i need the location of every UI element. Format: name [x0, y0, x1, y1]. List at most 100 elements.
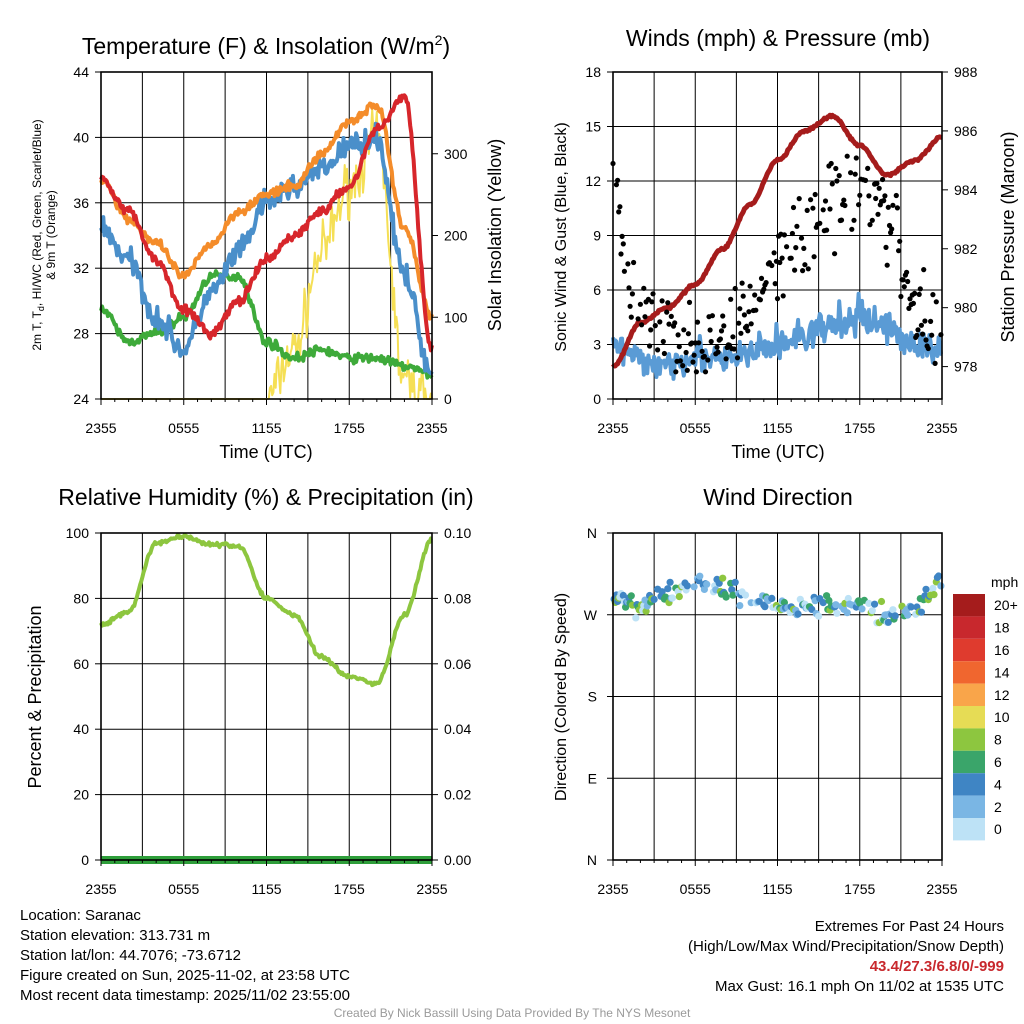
gust-point — [708, 338, 714, 345]
gust-point — [881, 198, 887, 204]
gust-point — [723, 356, 729, 362]
gust-point — [639, 322, 645, 328]
gust-point — [907, 296, 913, 302]
gust-point — [853, 155, 859, 161]
y-tick-label: 15 — [585, 119, 601, 135]
colorbar-swatch — [953, 706, 985, 729]
direction-point — [668, 594, 677, 602]
gust-point — [915, 327, 921, 333]
direction-point — [658, 588, 666, 596]
gust-point — [867, 222, 873, 228]
gust-point — [801, 245, 807, 251]
gust-point — [774, 296, 781, 302]
gust-point — [856, 202, 862, 208]
y-tick-label: 20 — [73, 787, 89, 803]
temperature-title: Temperature (F) & Insolation (W/m2) — [82, 32, 450, 59]
x-tick-label: 2355 — [597, 881, 628, 897]
direction-tick-label: W — [584, 607, 598, 623]
direction-point — [683, 582, 691, 590]
gust-point — [822, 198, 829, 204]
gust-point — [810, 205, 816, 211]
gust-point — [761, 286, 767, 292]
y2-tick-label: 0.08 — [444, 590, 471, 606]
gust-point — [910, 300, 917, 306]
credit-line: Created By Nick Bassill Using Data Provi… — [333, 1006, 691, 1020]
gust-point — [884, 262, 890, 268]
gust-point — [661, 350, 668, 357]
temperature-y-label-line1: 2m T, Td, HI/WC (Red, Green, Scarlet/Blu… — [30, 119, 46, 350]
y2-tick-label: 980 — [954, 300, 978, 316]
y2-tick-label: 0.06 — [444, 656, 471, 672]
gust-point — [676, 344, 682, 350]
colorbar-label: 16 — [994, 642, 1010, 658]
y-tick-label: 0 — [593, 391, 601, 407]
gust-point — [701, 353, 708, 359]
y2-tick-label: 984 — [954, 182, 978, 198]
direction-point — [703, 580, 711, 588]
gust-point — [880, 176, 886, 183]
gust-point — [620, 241, 626, 247]
direction-point — [729, 591, 737, 599]
gust-point — [780, 293, 786, 299]
gust-point — [920, 331, 926, 337]
x-tick-label: 0555 — [680, 881, 711, 897]
direction-point — [661, 593, 670, 601]
gust-point — [906, 305, 912, 311]
colorbar-swatch — [953, 750, 985, 774]
gust-point — [666, 321, 672, 327]
gust-point — [758, 275, 765, 281]
sonic-wind-line — [611, 291, 943, 381]
gust-point — [897, 238, 903, 244]
gust-point — [649, 299, 655, 305]
direction-tick-label: N — [587, 852, 597, 868]
colorbar-swatch — [953, 728, 985, 751]
gust-point — [677, 358, 684, 364]
gust-point — [898, 293, 904, 300]
station-location: Location: Saranac — [20, 907, 141, 924]
y-tick-label: 6 — [593, 282, 601, 298]
colorbar-unit: mph — [991, 574, 1018, 590]
gust-point — [777, 259, 783, 266]
colorbar-label: 4 — [994, 776, 1002, 792]
station-latlon: Station lat/lon: 44.7076; -73.6712 — [20, 947, 242, 964]
gust-point — [904, 269, 910, 275]
gust-point — [757, 297, 764, 303]
winds-title: Winds (mph) & Pressure (mb) — [626, 25, 930, 51]
y-tick-label: 24 — [73, 391, 89, 407]
direction-point — [917, 608, 926, 616]
gust-point — [912, 290, 918, 296]
gust-point — [691, 352, 697, 358]
gust-point — [621, 268, 628, 274]
colorbar-swatch — [953, 638, 985, 662]
gust-point — [794, 223, 800, 229]
direction-point — [907, 603, 915, 611]
winds-y-label: Sonic Wind & Gust (Blue, Black) — [553, 122, 570, 351]
x-tick-label: 0555 — [168, 420, 199, 436]
y-tick-label: 0 — [81, 852, 89, 868]
series-line-2m-t — [99, 93, 434, 353]
x-tick-label: 1755 — [844, 881, 875, 897]
gust-point — [921, 267, 927, 273]
gust-point — [741, 312, 748, 318]
gust-point — [925, 345, 931, 352]
gust-point — [841, 197, 847, 203]
colorbar-label: 18 — [994, 620, 1010, 636]
colorbar-label: 10 — [994, 709, 1010, 725]
gust-point — [629, 291, 636, 297]
gust-point — [641, 285, 647, 291]
gust-point — [928, 318, 934, 324]
direction-point — [736, 602, 744, 610]
direction-point — [731, 578, 739, 586]
direction-point — [728, 586, 736, 594]
direction-point — [664, 585, 672, 593]
gust-point — [731, 346, 737, 352]
gust-point — [917, 286, 923, 292]
gust-point — [672, 320, 678, 326]
gust-point — [737, 306, 743, 312]
gust-point — [714, 344, 720, 350]
y-tick-label: 3 — [593, 337, 601, 353]
gust-point — [848, 170, 854, 176]
gust-point — [796, 196, 802, 202]
gust-point — [894, 205, 901, 211]
